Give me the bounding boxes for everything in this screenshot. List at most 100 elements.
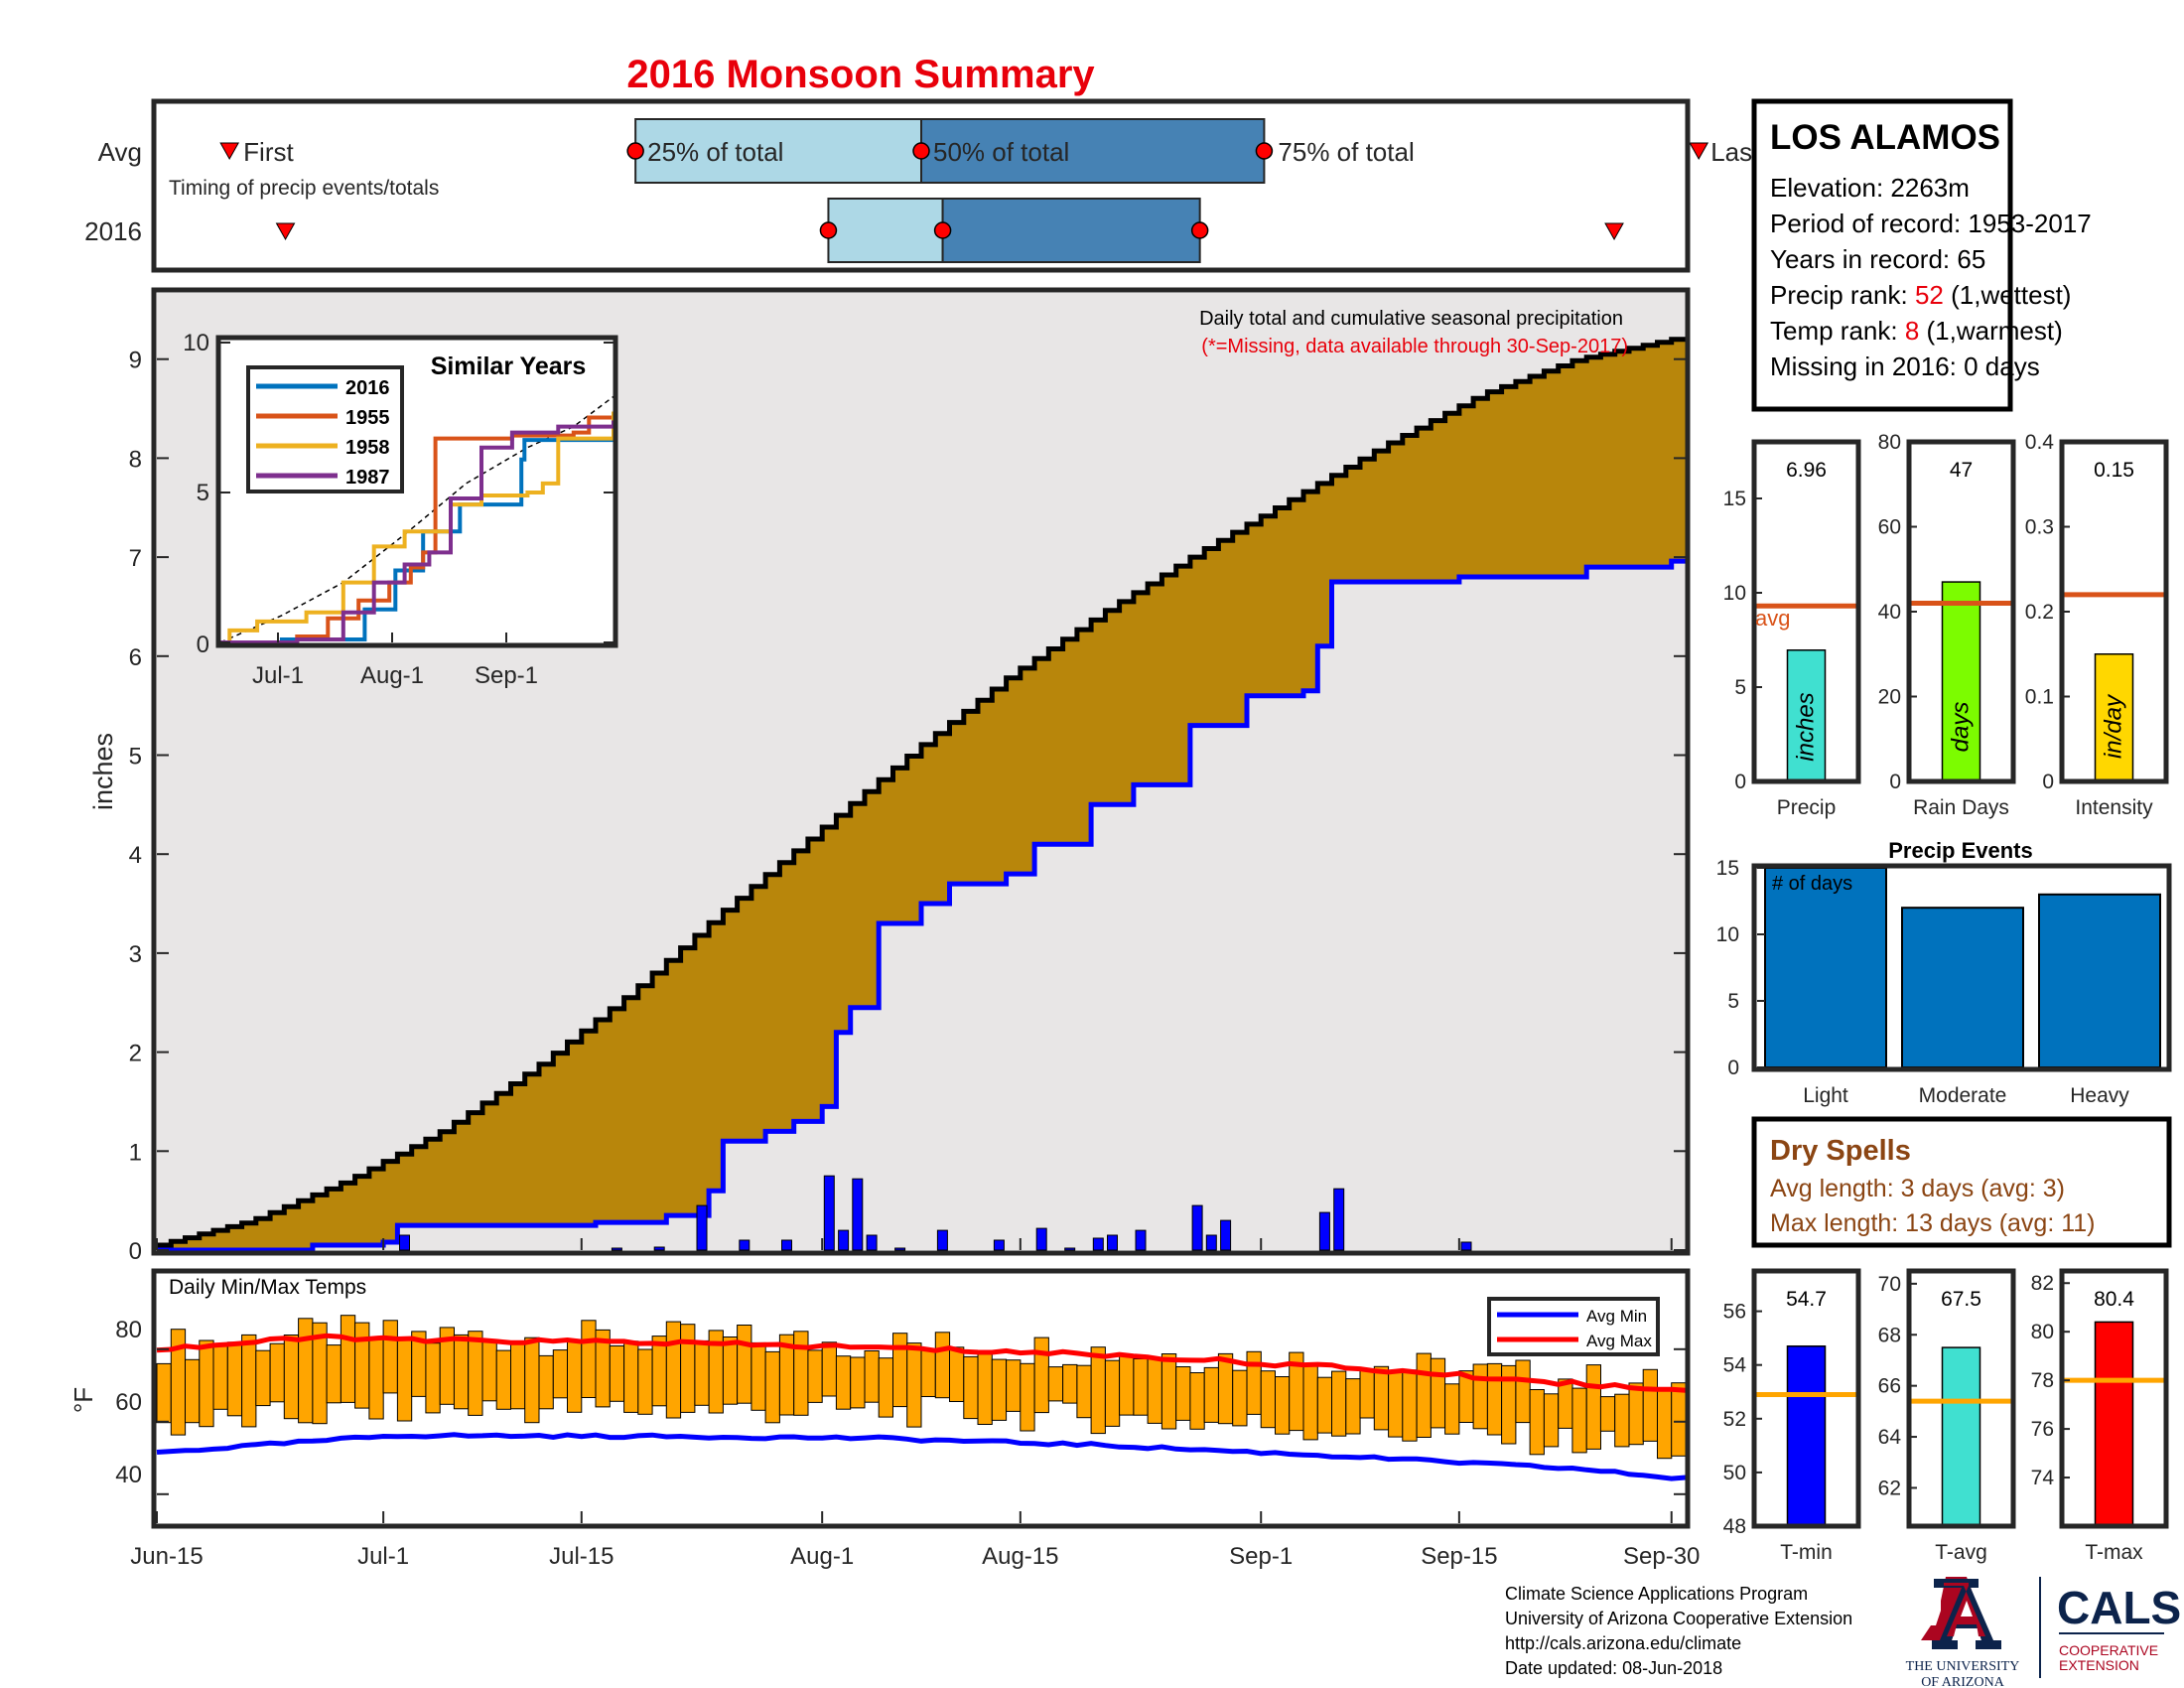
daily-temp-range-bar [453,1334,470,1410]
intensity-tick-label: 0.1 [2025,686,2054,709]
similar-years-inset: 10 5 0 Jul-1 Aug-1 Sep-1 Similar Years 2… [183,330,618,689]
daily-temp-range-bar [326,1344,341,1404]
daily-temp-range-bar [1543,1393,1560,1448]
daily-temp-range-bar [892,1333,908,1408]
daily-temp-range-bar [1160,1353,1177,1430]
daily-temp-range-bar [906,1342,922,1428]
tmin-tick-label: 56 [1723,1301,1746,1324]
legend-label-avg-max: Avg Max [1586,1332,1652,1350]
intensity-tick-label: 0.3 [2025,516,2054,539]
precip-tick-label: 0 [1734,771,1746,793]
inset-title: Similar Years [431,352,587,380]
station-missing-days: Missing in 2016: 0 days [1770,352,2040,381]
avg-first-event-marker [219,142,240,161]
avg-last-event-marker [1689,142,1709,161]
daily-temp-range-bar [1599,1396,1616,1432]
precip-unit-label: inches [1793,692,1820,761]
avg-q25-q50-box [634,118,922,184]
figure-title: 2016 Monsoon Summary [626,53,1095,96]
precip-events-tick-label: 0 [1727,1056,1739,1079]
tavg-tick-label: 62 [1878,1477,1901,1500]
rain-days-tick-label: 80 [1878,431,1901,454]
precip-events-title: Precip Events [1888,838,2033,863]
dry-spells-box: Dry Spells Avg length: 3 days (avg: 3) M… [1751,1116,2172,1248]
precip-events-bar [1764,867,1887,1068]
legend-label-2016: 2016 [345,377,390,399]
timing-row-year-label: 2016 [84,216,142,246]
legend-label-1987: 1987 [345,467,390,489]
inset-series-line-1987 [220,420,615,644]
daily-temp-range-bar [864,1350,880,1403]
daily-temp-range-bar [1104,1359,1121,1427]
tmax-tick-label: 76 [2031,1418,2054,1441]
daily-temp-range-bar [481,1339,497,1402]
date-axis: Jun-15 Jul-1 Jul-15 Aug-1 Aug-15 Sep-1 Sep-15 S… [130,1238,1700,1570]
tmin-value-text: 54.7 [1786,1288,1827,1311]
main-chart-frame [151,287,1691,1256]
inset-y-tick: 5 [197,480,209,506]
daily-temp-range-bar [793,1331,809,1416]
precip-events-category-label: Heavy [2070,1084,2129,1107]
daily-temp-range-bar [1076,1364,1092,1419]
main-chart-missing-note: (*=Missing, data available through 30-Se… [1201,336,1628,357]
daily-temp-range-bar [637,1348,653,1415]
legend-label-avg-min: Avg Min [1586,1307,1647,1326]
year-first-event-marker [275,222,296,241]
tmin-category-label: T-min [1780,1541,1833,1564]
rain-days-tick-label: 20 [1878,686,1901,709]
daily-temp-range-bar [1642,1368,1658,1442]
tavg-value-bar [1941,1346,1981,1527]
daily-precip-bar [993,1239,1005,1251]
daily-temp-range-bar [963,1355,979,1420]
daily-precip-bar [739,1239,751,1251]
daily-temp-range-bar [1147,1357,1162,1424]
cals-sub-line-2: EXTENSION [2059,1657,2139,1673]
daily-temp-range-bar [1373,1365,1390,1431]
precip-tick-label: 5 [1734,676,1746,699]
daily-temp-range-bar [495,1349,512,1410]
daily-precip-bar [838,1229,850,1251]
daily-temp-range-bar [1316,1376,1333,1434]
ua-logo-line-2: OF ARIZONA [1921,1675,2005,1688]
avg-min-temp-line [156,1432,1687,1481]
year-q50-q75-box [941,198,1201,263]
daily-temp-range-bar [1628,1382,1644,1446]
precip-value-bar [1786,649,1827,782]
daily-precip-bar [1092,1237,1104,1251]
daily-temp-range-bar [1486,1362,1503,1436]
daily-temp-range-bar [1033,1336,1049,1414]
daily-temp-range-bar [1671,1382,1687,1457]
daily-precip-bar [866,1234,878,1251]
footer-line-4: Date updated: 08-Jun-2018 [1505,1658,1722,1678]
daily-temp-range-bar [1062,1363,1078,1404]
daily-precip-bar [696,1204,708,1251]
daily-temp-range-bar [524,1336,540,1424]
inset-frame [215,335,618,648]
daily-precip-bar [611,1247,622,1251]
tmax-tick-label: 74 [2031,1467,2055,1489]
cals-logo: CALS COOPERATIVE EXTENSION [2057,1582,2181,1673]
daily-temp-range-bar [807,1349,823,1403]
rain-days-tick-label: 40 [1878,601,1901,624]
inset-series-line-1958 [220,411,615,644]
daily-precip-bar [823,1175,835,1251]
rain-days-category-label: Rain Days [1913,796,2009,819]
daily-temp-range-bar [1203,1366,1219,1423]
daily-temp-range-bar [1246,1350,1262,1415]
main-y-tick-label: 8 [129,446,142,473]
daily-temp-range-bar [1302,1363,1318,1441]
daily-temp-range-bar [340,1315,356,1403]
seasonal-temp-bars: 48 50 52 54 56 54.7 T-min 62 64 66 68 70 67.5 T-avg 74… [1723,1268,2169,1564]
daily-temp-range-bar [1006,1359,1022,1412]
daily-temp-range-bar [1232,1369,1248,1427]
daily-precip-bar [399,1234,410,1251]
daily-precip-bar [781,1239,792,1251]
tavg-tick-label: 68 [1878,1324,1901,1346]
main-y-tick-label: 9 [129,348,142,374]
tmin-panel-frame [1751,1268,1861,1529]
station-years: Years in record: 65 [1770,244,1985,274]
timing-q75-label: 75% of total [1278,137,1414,167]
intensity-tick-label: 0.2 [2025,601,2054,624]
temp-y-tick: 40 [115,1462,142,1488]
